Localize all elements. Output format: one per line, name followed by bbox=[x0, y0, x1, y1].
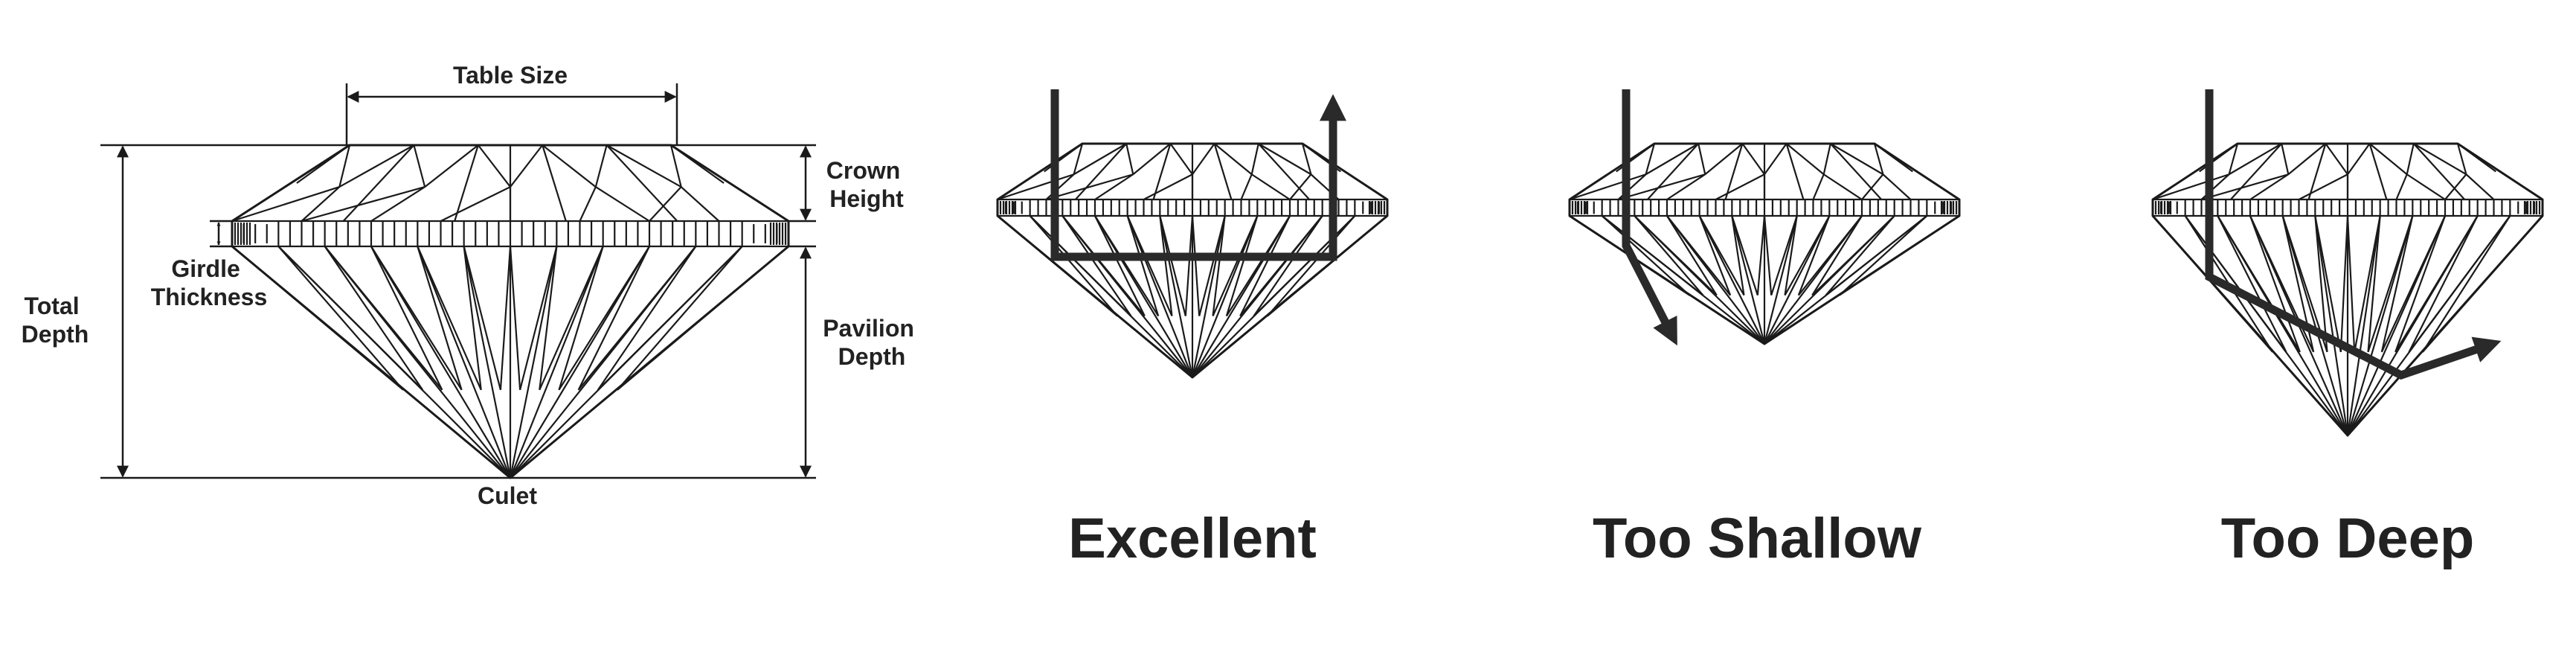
girdle-thickness-label: Girdle Thickness bbox=[151, 255, 268, 310]
too-shallow-diamond bbox=[1568, 142, 1961, 345]
too-deep-label: Too Deep bbox=[2221, 507, 2475, 570]
table-size-label: Table Size bbox=[453, 62, 568, 89]
anatomy-dimensions bbox=[100, 83, 816, 479]
too-shallow-label: Too Shallow bbox=[1593, 507, 1922, 570]
excellent-label: Excellent bbox=[1068, 507, 1317, 570]
excellent-light-ray bbox=[1050, 89, 1346, 261]
crown-height-label: Crown Height bbox=[826, 157, 907, 212]
too-deep-diamond bbox=[2151, 142, 2544, 437]
too-deep-light-ray bbox=[2205, 89, 2502, 380]
culet-label: Culet bbox=[478, 482, 537, 509]
too-shallow-light-ray bbox=[1622, 89, 1677, 346]
pavilion-depth-label: Pavilion Depth bbox=[823, 315, 921, 370]
total-depth-label: Total Depth bbox=[22, 293, 89, 348]
anatomy-diamond bbox=[231, 144, 790, 479]
